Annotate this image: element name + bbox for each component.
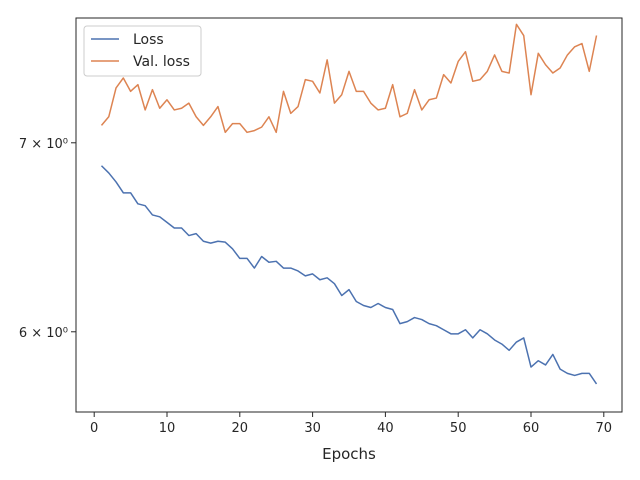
x-tick-label: 50	[450, 421, 467, 436]
series-line-val-loss	[100, 23, 598, 134]
y-tick-label: 7 × 10⁰	[19, 137, 68, 152]
x-tick-label: 40	[377, 421, 394, 436]
x-axis-label: Epochs	[322, 445, 376, 463]
legend: Loss Val. loss	[83, 25, 202, 77]
y-axis: 6 × 10⁰ 7 × 10⁰	[19, 137, 76, 341]
x-tick-label: 30	[304, 421, 321, 436]
x-axis: 0 10 20 30 40 50 60 70	[90, 412, 612, 436]
legend-label-loss: Loss	[133, 32, 164, 48]
x-tick-label: 60	[523, 421, 540, 436]
plot-area-frame	[75, 17, 623, 413]
y-tick-label: 6 × 10⁰	[19, 326, 68, 341]
x-tick-label: 20	[232, 421, 249, 436]
x-tick-label: 0	[90, 421, 98, 436]
series-layer	[100, 23, 598, 385]
series-line-loss	[100, 165, 598, 385]
x-tick-label: 10	[159, 421, 176, 436]
legend-label-val-loss: Val. loss	[133, 54, 190, 70]
x-tick-label: 70	[596, 421, 613, 436]
